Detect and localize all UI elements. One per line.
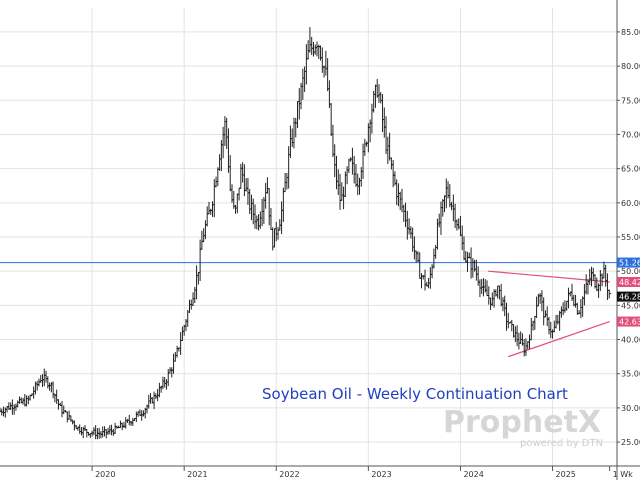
watermark: ProphetX powered by DTN	[443, 405, 603, 449]
chart-title: Soybean Oil - Weekly Continuation Chart	[262, 385, 568, 403]
x-tick-label: 1 Wk	[613, 470, 634, 479]
triangle-lower-trendline	[508, 320, 610, 358]
price-tag-label: 51.26	[619, 259, 640, 268]
price-tag-bg	[617, 257, 640, 268]
x-tick-label: 2020	[95, 470, 115, 479]
y-tick-label: 35.00	[621, 370, 640, 379]
y-tick-label: 55.00	[621, 233, 640, 242]
price-tag-label: 42.63	[619, 318, 640, 327]
x-tick-label: 2024	[463, 470, 483, 479]
x-tick-label: 2021	[187, 470, 207, 479]
price-tag-label: 48.42	[619, 278, 640, 287]
y-tick-label: 45.00	[621, 301, 640, 310]
y-tick-label: 25.00	[621, 438, 640, 447]
y-tick-label: 65.00	[621, 165, 640, 174]
price-bars	[0, 27, 612, 440]
y-tick-label: 30.00	[621, 404, 640, 413]
price-tag-bg	[617, 316, 640, 327]
x-tick-label: 2023	[371, 470, 391, 479]
price-tag-label: 46.28	[619, 293, 640, 302]
y-tick-label: 60.00	[621, 199, 640, 208]
x-tick-label: 2025	[556, 470, 576, 479]
y-tick-label: 50.00	[621, 267, 640, 276]
y-tick-label: 70.00	[621, 130, 640, 139]
price-tag-bg	[617, 276, 640, 287]
y-tick-label: 75.00	[621, 96, 640, 105]
grid-layer	[0, 8, 617, 466]
price-tag-bg	[617, 291, 640, 302]
y-tick-label: 40.00	[621, 336, 640, 345]
x-tick-label: 2022	[279, 470, 299, 479]
y-tick-label: 85.00	[621, 28, 640, 37]
y-tick-label: 80.00	[621, 62, 640, 71]
watermark-brand: ProphetX	[443, 405, 601, 440]
watermark-powered: powered by DTN	[520, 438, 603, 449]
